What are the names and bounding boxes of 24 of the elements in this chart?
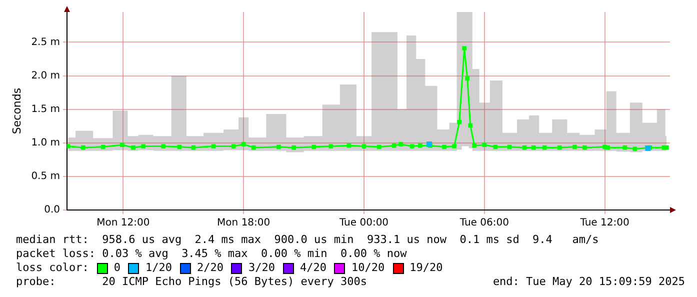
x-tick-label: Tue 06:00 [458,218,509,229]
x-tick-label: Tue 00:00 [338,218,389,229]
legend-title: loss color: [16,261,89,275]
y-tick-label: 1.0 m [31,137,60,148]
legend-label: 19/20 [410,261,443,275]
y-tick-label: 2.0 m [31,70,60,82]
text: median rtt: 958.6 us avg 2.4 ms max 900.0 us min 933.1 us now 0.1 ms sd 9.4 am/s [16,233,599,247]
y-tick-label: 0.0 [44,204,60,216]
legend-label: 2/20 [196,261,224,275]
x-tick-label: Tue 12:00 [579,218,630,229]
legend-label: 4/20 [300,261,326,275]
legend-label: 10/20 [351,261,385,275]
y-tick-label: 0.5 m [31,171,60,182]
legend-label: 0 [114,261,120,275]
x-tick-label: Mon 12:00 [96,218,150,229]
x-tick-label: Mon 18:00 [217,218,270,229]
y-axis-title: Seconds [10,88,24,134]
text: end: Tue May 20 15:09:59 2025 [492,275,685,289]
text: packet loss: 0.03 % avg 3.45 % max 0.00 % min 0.00 % now [16,247,407,261]
legend-label: 1/20 [145,261,172,275]
y-tick-label: 2.5 m [31,36,60,48]
legend-label: 3/20 [248,261,275,275]
y-tick-label: 1.5 m [31,104,60,115]
text: probe: 20 ICMP Echo Pings (56 Bytes) every 300s [16,275,367,289]
